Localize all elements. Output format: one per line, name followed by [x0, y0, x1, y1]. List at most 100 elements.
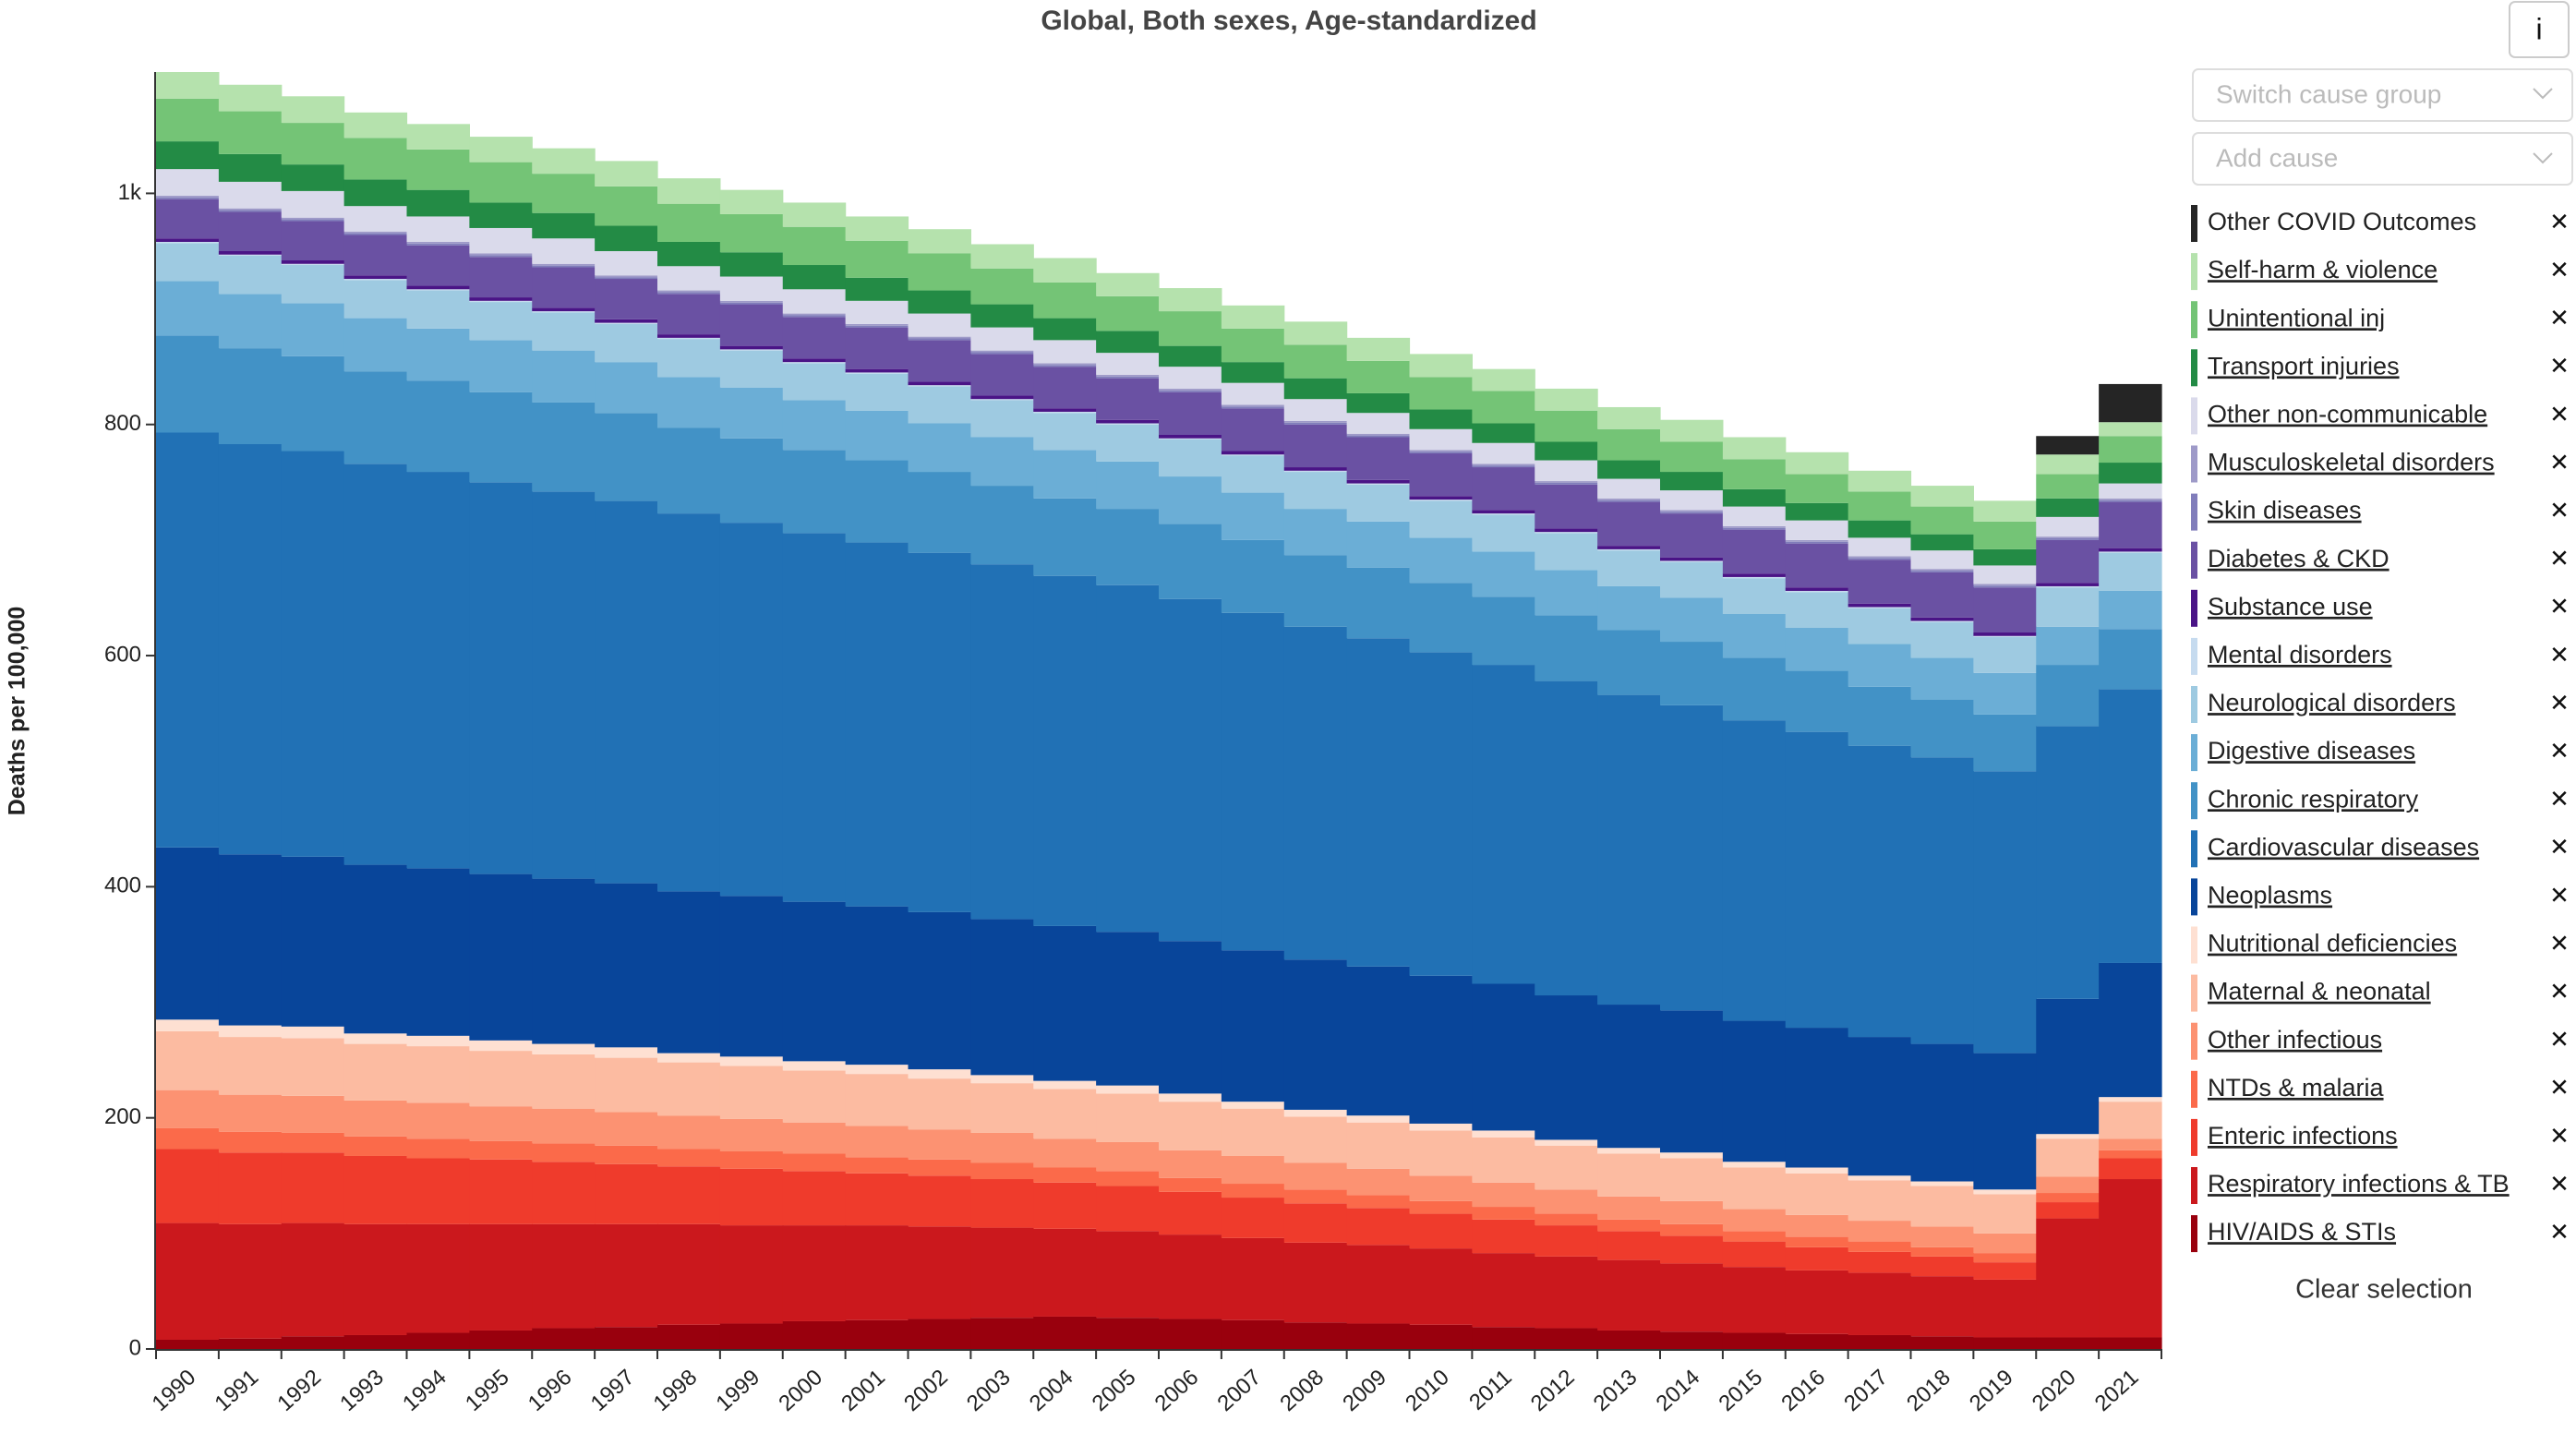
- area-step: [908, 1078, 971, 1130]
- dropdown-placeholder[interactable]: Switch cause group: [2216, 79, 2441, 108]
- legend-remove[interactable]: ✕: [2549, 545, 2570, 572]
- area-step: [1660, 512, 1724, 514]
- legend-remove[interactable]: ✕: [2549, 1170, 2570, 1198]
- area-step: [1722, 1267, 1787, 1333]
- legend-remove[interactable]: ✕: [2549, 304, 2570, 331]
- dropdown[interactable]: [2192, 132, 2573, 186]
- area-step: [469, 300, 533, 303]
- legend-label[interactable]: Other infectious: [2208, 1026, 2382, 1054]
- area-step: [218, 348, 283, 445]
- legend-label[interactable]: Skin diseases: [2208, 497, 2362, 524]
- area-step: [1409, 583, 1473, 653]
- legend-label[interactable]: Musculoskeletal disorders: [2208, 449, 2495, 476]
- legend-label[interactable]: Self-harm & violence: [2208, 256, 2438, 283]
- legend-label[interactable]: Maternal & neonatal: [2208, 978, 2431, 1006]
- area-step: [532, 350, 596, 403]
- legend-remove[interactable]: ✕: [2549, 208, 2570, 235]
- info-button-label[interactable]: i: [2535, 12, 2542, 45]
- dropdown-placeholder[interactable]: Add cause: [2216, 143, 2338, 172]
- area-step: [657, 1062, 721, 1116]
- area-step: [1597, 501, 1661, 547]
- area-step: [1221, 406, 1285, 409]
- area-step: [908, 423, 971, 473]
- area-step: [1096, 1171, 1160, 1186]
- area-step: [1159, 941, 1222, 1094]
- legend-remove[interactable]: ✕: [2549, 1122, 2570, 1150]
- area-step: [469, 1330, 533, 1349]
- area-step: [2036, 585, 2100, 588]
- legend-label[interactable]: Neoplasms: [2208, 882, 2332, 909]
- area-step: [2099, 1158, 2162, 1180]
- legend-remove[interactable]: ✕: [2549, 977, 2570, 1005]
- area-step: [281, 219, 345, 222]
- legend-label[interactable]: Nutritional deficiencies: [2208, 930, 2457, 957]
- legend-remove[interactable]: ✕: [2549, 881, 2570, 909]
- x-tick-label: 2002: [899, 1365, 953, 1416]
- area-step: [908, 1319, 971, 1349]
- legend-remove[interactable]: ✕: [2549, 833, 2570, 861]
- legend-remove[interactable]: ✕: [2549, 496, 2570, 524]
- area-step: [845, 1173, 909, 1226]
- area-step: [908, 229, 971, 254]
- area-step: [1159, 367, 1222, 389]
- area-step: [782, 358, 847, 363]
- area-step: [1722, 573, 1787, 577]
- legend-remove[interactable]: ✕: [2549, 929, 2570, 957]
- legend-label[interactable]: Respiratory infections & TB: [2208, 1170, 2510, 1198]
- area-step: [1535, 1225, 1598, 1257]
- area-step: [218, 1131, 283, 1153]
- area-step: [1973, 548, 2037, 566]
- area-step: [845, 372, 909, 374]
- area-step: [218, 181, 283, 209]
- area-step: [595, 186, 658, 226]
- area-step: [845, 323, 909, 326]
- area-step: [1409, 452, 1473, 454]
- area-step: [1660, 490, 1724, 511]
- legend-remove[interactable]: ✕: [2549, 1074, 2570, 1102]
- area-step: [469, 302, 533, 341]
- area-step: [406, 243, 470, 246]
- area-step: [1472, 513, 1535, 515]
- legend-label[interactable]: Chronic respiratory: [2208, 785, 2419, 813]
- area-step: [1722, 506, 1787, 526]
- legend-remove[interactable]: ✕: [2549, 593, 2570, 620]
- area-step: [1910, 1186, 1974, 1227]
- legend-label[interactable]: Cardiovascular diseases: [2208, 833, 2479, 861]
- dropdown[interactable]: [2192, 68, 2573, 122]
- legend-remove[interactable]: ✕: [2549, 1218, 2570, 1246]
- area-step: [657, 294, 721, 335]
- legend-remove[interactable]: ✕: [2549, 352, 2570, 379]
- legend-label[interactable]: NTDs & malaria: [2208, 1074, 2385, 1102]
- legend-remove[interactable]: ✕: [2549, 400, 2570, 427]
- legend-label[interactable]: Mental disorders: [2208, 641, 2392, 668]
- legend-label[interactable]: Diabetes & CKD: [2208, 545, 2389, 572]
- area-step: [845, 327, 909, 369]
- legend-label[interactable]: Enteric infections: [2208, 1122, 2398, 1150]
- legend-label[interactable]: Neurological disorders: [2208, 689, 2456, 716]
- area-step: [1973, 1189, 2037, 1195]
- area-step: [343, 1223, 408, 1335]
- legend-remove[interactable]: ✕: [2549, 1026, 2570, 1054]
- legend-label[interactable]: Transport injuries: [2208, 352, 2400, 379]
- area-step: [1535, 1139, 1598, 1146]
- area-step: [2036, 538, 2100, 540]
- legend-remove[interactable]: ✕: [2549, 641, 2570, 668]
- legend-label[interactable]: Other COVID Outcomes: [2208, 208, 2476, 235]
- info-button[interactable]: [2509, 1, 2570, 58]
- legend-label[interactable]: HIV/AIDS & STIs: [2208, 1218, 2396, 1246]
- area-step: [1472, 1327, 1535, 1349]
- legend-label[interactable]: Other non-communicable: [2208, 401, 2487, 428]
- legend-remove[interactable]: ✕: [2549, 785, 2570, 813]
- legend-remove[interactable]: ✕: [2549, 256, 2570, 283]
- legend-label[interactable]: Unintentional inj: [2208, 304, 2385, 331]
- legend-label[interactable]: Digestive diseases: [2208, 737, 2415, 765]
- legend-remove[interactable]: ✕: [2549, 448, 2570, 476]
- legend-label[interactable]: Substance use: [2208, 593, 2373, 620]
- clear-selection[interactable]: Clear selection: [2295, 1275, 2473, 1305]
- legend-remove[interactable]: ✕: [2549, 737, 2570, 765]
- legend-remove[interactable]: ✕: [2549, 689, 2570, 716]
- area-step: [218, 153, 283, 182]
- area-step: [1159, 1093, 1222, 1102]
- area-step: [1409, 975, 1473, 1124]
- x-tick-label: 2012: [1526, 1365, 1580, 1416]
